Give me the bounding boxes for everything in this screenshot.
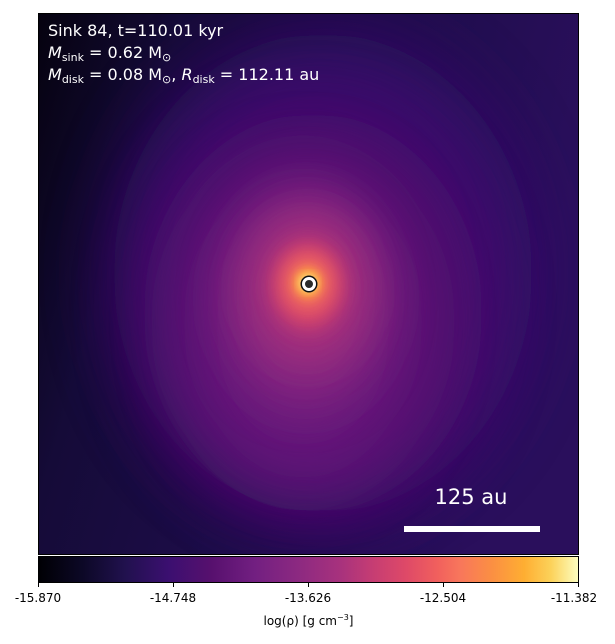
- colorbar-tick-label: -12.504: [419, 591, 467, 605]
- mdisk-symbol: M: [48, 65, 62, 84]
- rdisk-symbol: R: [181, 65, 193, 84]
- mdisk-value: = 0.08 M: [83, 65, 163, 84]
- colorbar-tick-label: -14.748: [149, 591, 197, 605]
- mdisk-subscript: disk: [61, 73, 84, 86]
- msink-sun-symbol: ⊙: [162, 51, 172, 64]
- mdisk-sun-symbol: ⊙: [162, 73, 172, 86]
- colorbar-tick-label: -15.870: [14, 591, 62, 605]
- colorbar-tick-label: -13.626: [284, 591, 332, 605]
- msink-subscript: sink: [61, 51, 84, 64]
- density-map: [39, 14, 578, 554]
- colorbar-tick: [308, 582, 309, 587]
- colorbar-tick: [443, 582, 444, 587]
- msink-symbol: M: [48, 43, 62, 62]
- colorbar-tick: [173, 582, 174, 587]
- disk-properties-label: Mdisk = 0.08 M⊙, Rdisk = 112.11 au: [48, 65, 319, 90]
- colorbar: [38, 556, 579, 583]
- rdisk-subscript: disk: [192, 73, 215, 86]
- sink-mass-label: Msink = 0.62 M⊙: [48, 43, 171, 68]
- colorbar-label-text: log(ρ) [g cm: [263, 614, 338, 628]
- colorbar-label-close: ]: [348, 614, 354, 628]
- colorbar-tick-label: -11.382: [550, 591, 598, 605]
- density-projection-panel: Sink 84, t=110.01 kyr Msink = 0.62 M⊙ Md…: [38, 13, 579, 555]
- rdisk-value: = 112.11 au: [214, 65, 320, 84]
- colorbar-tick: [578, 582, 579, 587]
- colorbar-tick: [38, 582, 39, 587]
- colorbar-label: log(ρ) [g cm−3]: [38, 613, 579, 628]
- colorbar-label-exponent: −3: [337, 613, 349, 622]
- sink-marker: [302, 277, 316, 291]
- scalebar-label: 125 au: [434, 485, 508, 509]
- rdisk-separator: ,: [171, 65, 182, 84]
- scalebar-line: [404, 526, 540, 532]
- sink-label: Sink 84, t=110.01 kyr: [48, 21, 224, 40]
- msink-value: = 0.62 M: [83, 43, 163, 62]
